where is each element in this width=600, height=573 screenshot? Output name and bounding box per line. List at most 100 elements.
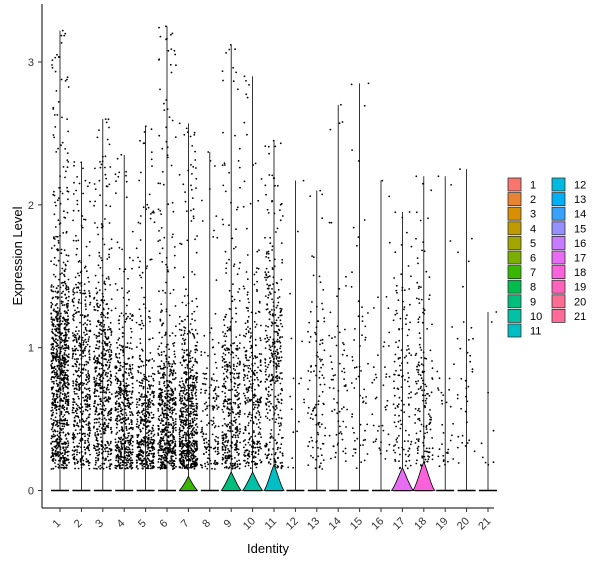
point-10 [260, 398, 262, 400]
point-7 [196, 298, 198, 300]
point-9 [232, 467, 234, 469]
point-7 [179, 438, 181, 440]
point-4 [122, 393, 124, 395]
point-1 [67, 355, 69, 357]
point-7 [181, 407, 183, 409]
point-6 [159, 372, 161, 374]
point-5 [152, 449, 154, 451]
point-10 [255, 326, 257, 328]
point-5 [152, 337, 154, 339]
point-8 [202, 373, 204, 375]
point-2 [74, 463, 76, 465]
point-9 [224, 365, 226, 367]
point-5 [151, 158, 153, 160]
point-8 [212, 434, 214, 436]
point-4 [127, 452, 129, 454]
point-10 [248, 390, 250, 392]
point-2 [84, 435, 86, 437]
point-10 [243, 347, 245, 349]
point-4 [125, 423, 127, 425]
point-5 [136, 322, 138, 324]
point-6 [164, 434, 166, 436]
point-5 [139, 261, 141, 263]
point-7 [191, 442, 193, 444]
point-5 [146, 204, 148, 206]
point-4 [127, 442, 129, 444]
point-10 [256, 289, 258, 291]
point-6 [162, 468, 164, 470]
point-1 [67, 360, 69, 362]
point-4 [119, 315, 121, 317]
point-7 [191, 394, 193, 396]
point-10 [247, 458, 249, 460]
point-2 [85, 219, 87, 221]
point-3 [94, 432, 96, 434]
point-9 [227, 327, 229, 329]
point-9 [228, 224, 230, 226]
point-4 [121, 446, 123, 448]
point-3 [95, 435, 97, 437]
point-9 [228, 352, 230, 354]
point-3 [96, 300, 98, 302]
point-3 [105, 419, 107, 421]
point-1 [54, 373, 56, 375]
point-10 [250, 348, 252, 350]
point-1 [58, 219, 60, 221]
point-10 [254, 284, 256, 286]
point-9 [235, 228, 237, 230]
point-10 [245, 356, 247, 358]
point-6 [162, 452, 164, 454]
point-8 [210, 384, 212, 386]
point-8 [201, 200, 203, 202]
point-6 [172, 441, 174, 443]
point-1 [57, 298, 59, 300]
point-7 [190, 413, 192, 415]
point-9 [222, 164, 224, 166]
point-5 [141, 418, 143, 420]
point-4 [130, 328, 132, 330]
point-9 [224, 457, 226, 459]
point-1 [53, 383, 55, 385]
point-3 [110, 441, 112, 443]
point-10 [260, 416, 262, 418]
point-7 [180, 411, 182, 413]
point-9 [224, 333, 226, 335]
point-7 [182, 400, 184, 402]
point-7 [181, 425, 183, 427]
point-7 [196, 349, 198, 351]
point-4 [118, 387, 120, 389]
point-2 [73, 165, 75, 167]
point-7 [179, 460, 181, 462]
point-6 [159, 449, 161, 451]
point-4 [129, 463, 131, 465]
point-3 [96, 468, 98, 470]
point-1 [55, 316, 57, 318]
point-3 [105, 459, 107, 461]
point-2 [79, 346, 81, 348]
point-6 [158, 346, 160, 348]
point-2 [79, 452, 81, 454]
point-3 [100, 167, 102, 169]
point-5 [142, 420, 144, 422]
point-6 [173, 393, 175, 395]
point-8 [207, 355, 209, 357]
point-9 [232, 411, 234, 413]
point-5 [151, 447, 153, 449]
point-6 [157, 182, 159, 184]
point-1 [67, 76, 69, 78]
point-1 [68, 392, 70, 394]
point-6 [161, 310, 163, 312]
point-6 [175, 372, 177, 374]
point-2 [85, 395, 87, 397]
point-1 [67, 212, 69, 214]
point-9 [229, 389, 231, 391]
point-2 [85, 374, 87, 376]
point-2 [83, 340, 85, 342]
point-2 [77, 286, 79, 288]
point-1 [57, 148, 59, 150]
point-6 [159, 405, 161, 407]
point-6 [175, 423, 177, 425]
point-6 [158, 403, 160, 405]
point-1 [56, 393, 58, 395]
point-3 [99, 161, 101, 163]
